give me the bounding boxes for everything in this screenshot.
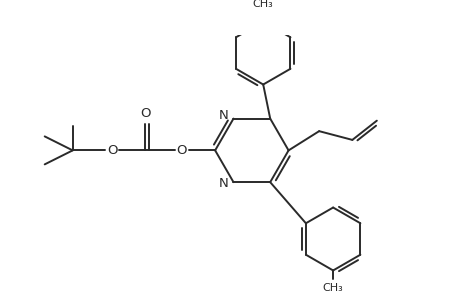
Text: N: N xyxy=(218,177,228,190)
Text: CH₃: CH₃ xyxy=(252,0,273,9)
Text: O: O xyxy=(140,107,150,120)
Text: N: N xyxy=(218,110,228,122)
Text: O: O xyxy=(106,144,117,157)
Text: CH₃: CH₃ xyxy=(322,283,343,293)
Text: O: O xyxy=(176,144,187,157)
